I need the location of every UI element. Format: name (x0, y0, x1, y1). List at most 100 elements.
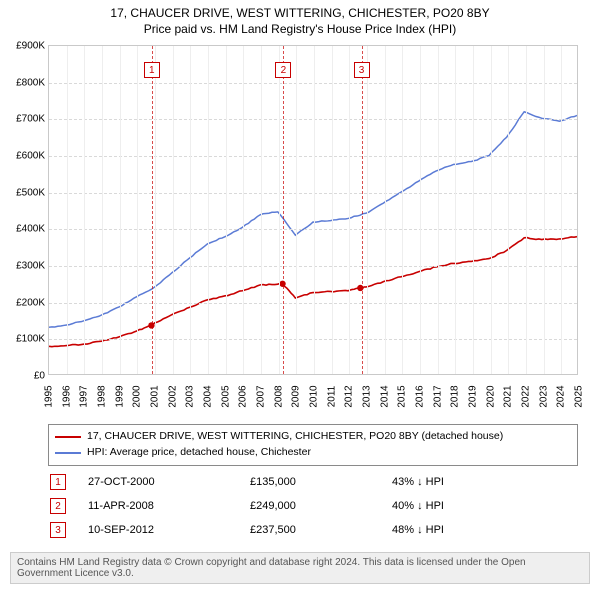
event-price: £135,000 (250, 476, 370, 488)
x-gridline (67, 46, 68, 374)
x-gridline (314, 46, 315, 374)
x-gridline (332, 46, 333, 374)
x-axis-tick: 2010 (309, 385, 320, 407)
x-gridline (84, 46, 85, 374)
title-line-2: Price paid vs. HM Land Registry's House … (0, 22, 600, 38)
x-axis-tick: 2001 (150, 385, 161, 407)
y-axis-tick: £600K (5, 151, 45, 162)
event-date: 27-OCT-2000 (88, 476, 228, 488)
x-gridline (208, 46, 209, 374)
event-row: 211-APR-2008£249,00040% ↓ HPI (48, 494, 578, 518)
x-axis-tick: 1998 (97, 385, 108, 407)
x-axis-tick: 1996 (61, 385, 72, 407)
x-axis-tick: 2016 (415, 385, 426, 407)
y-gridline (49, 266, 577, 267)
event-date: 11-APR-2008 (88, 500, 228, 512)
chart-title: 17, CHAUCER DRIVE, WEST WITTERING, CHICH… (0, 0, 600, 37)
event-number: 3 (50, 522, 66, 538)
x-axis-tick: 1995 (44, 385, 55, 407)
x-axis-tick: 2022 (521, 385, 532, 407)
x-axis-tick: 2009 (291, 385, 302, 407)
x-gridline (402, 46, 403, 374)
event-number: 1 (50, 474, 66, 490)
y-axis-tick: £400K (5, 224, 45, 235)
x-gridline (491, 46, 492, 374)
y-gridline (49, 119, 577, 120)
x-gridline (120, 46, 121, 374)
x-gridline (102, 46, 103, 374)
y-gridline (49, 193, 577, 194)
y-axis-tick: £800K (5, 77, 45, 88)
x-gridline (243, 46, 244, 374)
legend-item: 17, CHAUCER DRIVE, WEST WITTERING, CHICH… (55, 429, 571, 445)
x-axis-tick: 2007 (256, 385, 267, 407)
x-gridline (438, 46, 439, 374)
event-marker-label: 2 (275, 62, 291, 78)
x-gridline (367, 46, 368, 374)
x-axis-tick: 2017 (432, 385, 443, 407)
x-gridline (349, 46, 350, 374)
series-line (49, 112, 577, 327)
attribution-text: Contains HM Land Registry data © Crown c… (10, 552, 590, 584)
x-axis-tick: 2004 (203, 385, 214, 407)
x-axis-tick: 1999 (114, 385, 125, 407)
series-line (49, 237, 577, 347)
x-gridline (420, 46, 421, 374)
x-axis-tick: 2018 (450, 385, 461, 407)
event-price: £237,500 (250, 524, 370, 536)
y-gridline (49, 339, 577, 340)
x-gridline (455, 46, 456, 374)
x-gridline (561, 46, 562, 374)
x-axis-tick: 2021 (503, 385, 514, 407)
x-axis-tick: 2020 (485, 385, 496, 407)
event-marker-line (283, 46, 284, 374)
x-gridline (279, 46, 280, 374)
x-axis-tick: 2000 (132, 385, 143, 407)
y-axis-tick: £100K (5, 334, 45, 345)
x-axis-tick: 2019 (468, 385, 479, 407)
x-axis-tick: 2011 (326, 386, 337, 408)
y-axis-tick: £500K (5, 187, 45, 198)
plot-area: £0£100K£200K£300K£400K£500K£600K£700K£80… (48, 45, 578, 375)
x-axis-tick: 2023 (538, 385, 549, 407)
y-axis-tick: £300K (5, 261, 45, 272)
legend-label: HPI: Average price, detached house, Chic… (87, 445, 311, 461)
x-gridline (473, 46, 474, 374)
event-price: £249,000 (250, 500, 370, 512)
event-table: 1 27-OCT-2000 £135,000 43% ↓ HPI 2 11-APR-200… (48, 470, 578, 542)
event-marker-line (152, 46, 153, 374)
x-gridline (155, 46, 156, 374)
x-gridline (508, 46, 509, 374)
y-axis-tick: £0 (5, 371, 45, 382)
event-marker-label: 1 (144, 62, 160, 78)
y-gridline (49, 83, 577, 84)
event-diff: 48% ↓ HPI (392, 524, 578, 536)
legend-swatch (55, 452, 81, 454)
x-gridline (173, 46, 174, 374)
y-axis-tick: £900K (5, 41, 45, 52)
chart: £0£100K£200K£300K£400K£500K£600K£700K£80… (48, 45, 578, 405)
line-series (49, 46, 577, 375)
event-diff: 43% ↓ HPI (392, 476, 578, 488)
x-gridline (385, 46, 386, 374)
x-gridline (261, 46, 262, 374)
event-row: 1 27-OCT-2000 £135,000 43% ↓ HPI (48, 470, 578, 494)
x-axis-tick: 2013 (362, 385, 373, 407)
x-axis-tick: 2003 (185, 385, 196, 407)
x-axis-tick: 2005 (220, 385, 231, 407)
event-row: 310-SEP-2012£237,50048% ↓ HPI (48, 518, 578, 542)
event-number: 2 (50, 498, 66, 514)
y-gridline (49, 156, 577, 157)
legend: 17, CHAUCER DRIVE, WEST WITTERING, CHICH… (48, 424, 578, 466)
x-axis-tick: 2024 (556, 385, 567, 407)
x-gridline (544, 46, 545, 374)
x-axis-tick: 2002 (167, 385, 178, 407)
legend-swatch (55, 436, 81, 438)
title-line-1: 17, CHAUCER DRIVE, WEST WITTERING, CHICH… (0, 6, 600, 22)
x-gridline (226, 46, 227, 374)
x-axis-tick: 2012 (344, 385, 355, 407)
legend-label: 17, CHAUCER DRIVE, WEST WITTERING, CHICH… (87, 429, 503, 445)
x-axis-tick: 2014 (379, 385, 390, 407)
x-axis-tick: 2006 (238, 385, 249, 407)
x-gridline (296, 46, 297, 374)
